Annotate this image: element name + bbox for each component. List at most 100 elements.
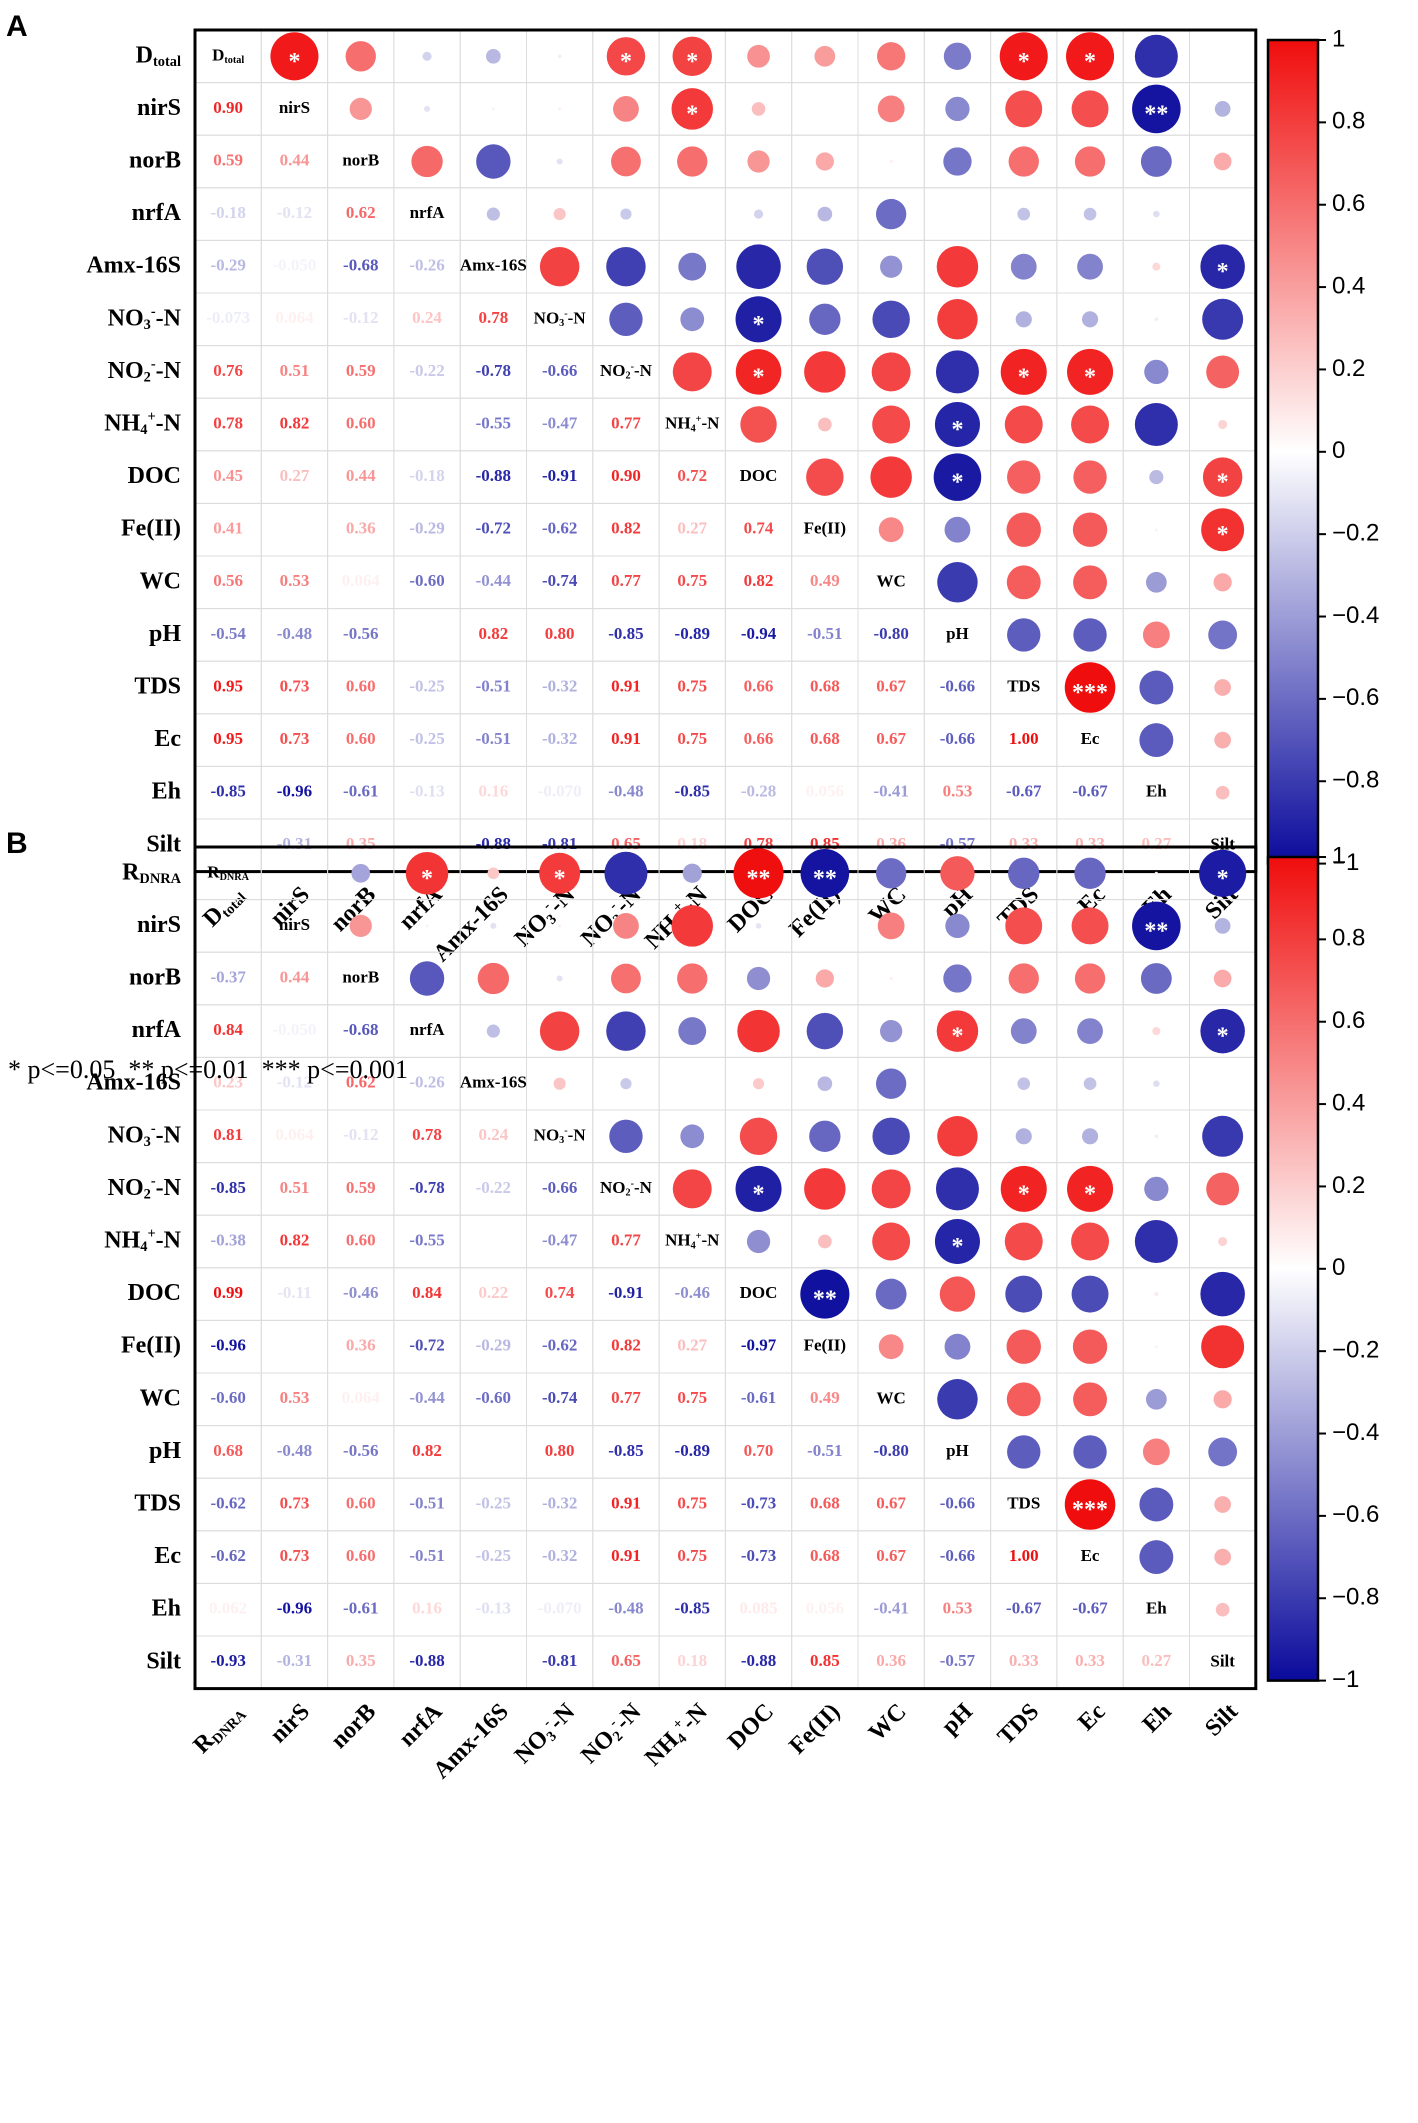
correlation-value: -0.85 xyxy=(210,782,245,801)
correlation-circle xyxy=(1140,963,1172,994)
grid-cell xyxy=(459,1425,528,1479)
correlation-value: -0.57 xyxy=(940,834,976,853)
correlation-circle xyxy=(1134,34,1178,78)
correlation-circle xyxy=(671,905,713,947)
correlation-value: 0.18 xyxy=(677,834,707,853)
correlation-value: 0.36 xyxy=(876,1651,906,1670)
correlation-value: -0.68 xyxy=(343,256,378,275)
correlation-circle xyxy=(678,1017,707,1046)
correlation-value: 0.53 xyxy=(943,782,973,801)
correlation-circle xyxy=(1007,1435,1041,1469)
row-label: pH xyxy=(149,1437,181,1463)
correlation-circle xyxy=(1139,1540,1174,1575)
correlation-value: -0.66 xyxy=(940,676,975,695)
correlation-value: -0.25 xyxy=(409,676,444,695)
correlation-value: -0.11 xyxy=(277,1283,311,1302)
correlation-circle xyxy=(1017,1077,1031,1091)
correlation-value: 0.82 xyxy=(412,1441,442,1460)
correlation-value: 0.82 xyxy=(280,1230,310,1249)
correlation-value: 0.085 xyxy=(739,1599,777,1618)
correlation-value: -0.62 xyxy=(542,1336,577,1355)
correlation-circle xyxy=(606,37,646,76)
panel-a: A Dtotal nirS norB nrfA Amx-16S NO3--N NO2--N NH… xyxy=(6,10,1379,967)
correlation-value: 0.74 xyxy=(545,1283,575,1302)
correlation-value: -0.32 xyxy=(542,729,577,748)
correlation-circle xyxy=(270,32,319,81)
correlation-circle xyxy=(1004,1222,1043,1261)
significance-star: * xyxy=(288,49,300,75)
correlation-circle xyxy=(1202,1115,1244,1157)
correlation-value: 0.70 xyxy=(744,1441,774,1460)
grid-cell xyxy=(393,608,461,662)
correlation-circle xyxy=(1214,679,1231,696)
correlation-circle xyxy=(606,246,646,287)
correlation-circle xyxy=(1139,1487,1174,1522)
correlation-circle xyxy=(539,852,581,894)
color-bar-tick-label: −1 xyxy=(1332,1666,1359,1693)
row-label: norB xyxy=(129,147,181,173)
row-label: pH xyxy=(149,620,181,646)
panel-letter: B xyxy=(6,827,28,860)
correlation-circle xyxy=(1140,146,1172,177)
correlation-circle xyxy=(1200,1271,1245,1317)
correlation-circle xyxy=(613,95,639,122)
correlation-circle xyxy=(735,296,782,343)
diagonal-label: norB xyxy=(342,150,379,169)
row-label: nirS xyxy=(137,94,181,120)
grid-cell xyxy=(658,1056,726,1111)
correlation-circle xyxy=(934,1218,980,1265)
correlation-circle xyxy=(1073,618,1107,652)
row-label: NH4+-N xyxy=(104,409,181,438)
correlation-circle xyxy=(817,206,833,222)
correlation-circle xyxy=(872,300,910,339)
significance-star: * xyxy=(1217,259,1229,285)
row-label: TDS xyxy=(134,1490,181,1516)
correlation-value: 0.23 xyxy=(213,1073,243,1092)
correlation-circle xyxy=(1081,311,1099,328)
correlation-circle xyxy=(1153,1080,1160,1087)
correlation-value: 0.27 xyxy=(677,1336,707,1355)
correlation-value: 0.59 xyxy=(346,361,376,380)
correlation-value: 0.60 xyxy=(346,676,376,695)
correlation-circle xyxy=(1214,1548,1231,1566)
correlation-circle xyxy=(411,145,443,178)
correlation-value: -0.51 xyxy=(807,1441,842,1460)
correlation-value: -0.74 xyxy=(542,571,578,590)
correlation-value: -0.66 xyxy=(542,361,577,380)
row-label: RDNRA xyxy=(122,859,182,888)
correlation-value: -0.68 xyxy=(343,1020,378,1039)
correlation-circle xyxy=(755,923,762,929)
correlation-value: 0.78 xyxy=(213,413,243,432)
diagonal-label: WC xyxy=(877,1388,906,1407)
correlation-value: 0.064 xyxy=(342,571,381,590)
correlation-value: -0.31 xyxy=(277,1651,312,1670)
correlation-circle xyxy=(1218,1236,1228,1247)
correlation-value: 0.33 xyxy=(1075,834,1105,853)
correlation-circle xyxy=(1199,849,1247,897)
correlation-value: -0.67 xyxy=(1072,1599,1108,1618)
correlation-value: 0.062 xyxy=(209,1599,247,1618)
correlation-value: -0.66 xyxy=(940,1546,975,1565)
correlation-circle xyxy=(735,349,782,395)
diagonal-label: norB xyxy=(342,967,379,986)
correlation-circle xyxy=(1142,1438,1170,1466)
correlation-value: 0.33 xyxy=(1075,1651,1105,1670)
color-bar-tick-label: 0.6 xyxy=(1332,1007,1365,1034)
correlation-value: 0.36 xyxy=(346,1336,376,1355)
correlation-value: 0.91 xyxy=(611,729,641,748)
correlation-value: 0.60 xyxy=(346,1546,376,1565)
correlation-circle xyxy=(815,152,834,171)
correlation-circle xyxy=(1142,621,1170,649)
correlation-circle xyxy=(1215,785,1230,800)
correlation-circle xyxy=(1200,244,1245,289)
correlation-circle xyxy=(1074,857,1106,889)
correlation-circle xyxy=(934,401,980,448)
correlation-circle xyxy=(609,302,643,336)
column-label: Dtotal xyxy=(198,881,250,933)
correlation-value: 0.84 xyxy=(412,1283,442,1302)
significance-star: * xyxy=(1084,1181,1096,1207)
diagonal-label: TDS xyxy=(1007,1493,1040,1512)
column-label: DOC xyxy=(723,1698,779,1754)
correlation-value: 0.75 xyxy=(677,729,707,748)
significance-star: * xyxy=(951,1234,963,1260)
